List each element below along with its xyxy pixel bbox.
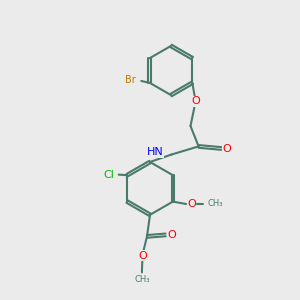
Text: O: O: [167, 230, 176, 240]
Text: O: O: [138, 250, 147, 261]
Text: Cl: Cl: [104, 169, 115, 180]
Text: O: O: [222, 143, 231, 154]
Text: O: O: [191, 96, 200, 106]
Text: HN: HN: [146, 147, 163, 157]
Text: CH₃: CH₃: [207, 200, 223, 208]
Text: O: O: [187, 199, 196, 209]
Text: Br: Br: [125, 75, 136, 85]
Text: CH₃: CH₃: [134, 274, 150, 284]
